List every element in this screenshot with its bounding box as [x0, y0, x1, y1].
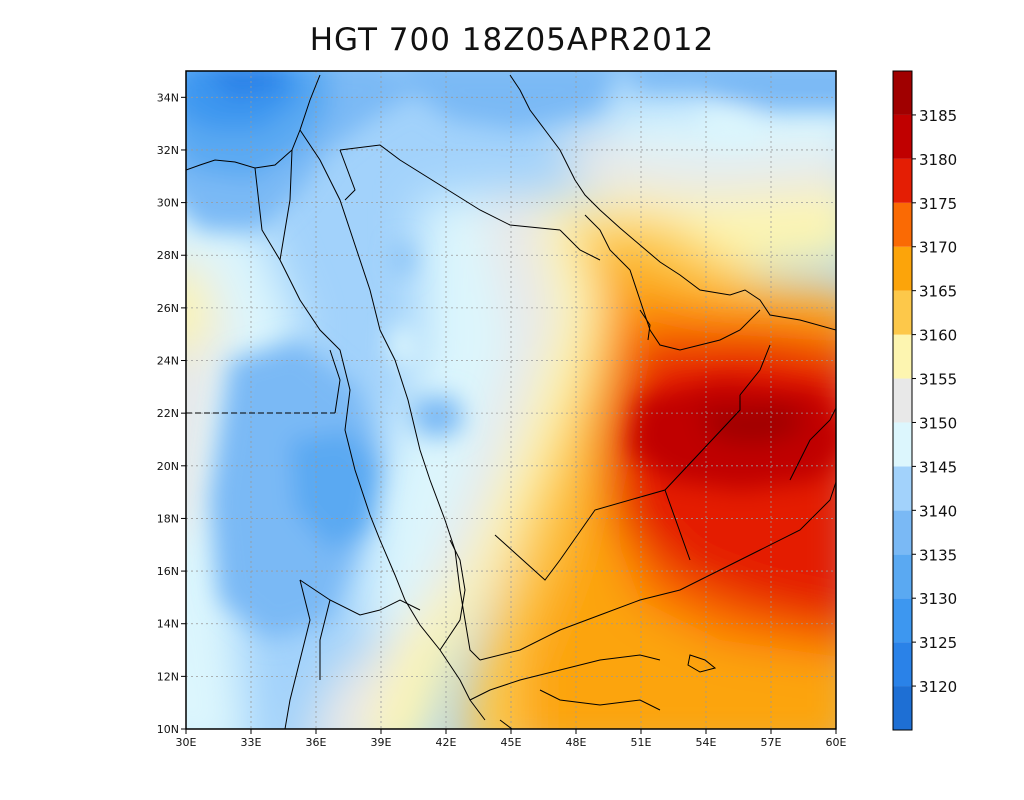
colorbar-label: 3155 — [919, 371, 957, 389]
x-tick-label: 51E — [631, 736, 652, 749]
colorbar-swatch — [893, 202, 912, 247]
colorbar-frame — [892, 70, 913, 731]
coastlines-borders — [186, 74, 836, 729]
y-tick-label: 10N — [157, 723, 179, 736]
y-tick-label: 34N — [157, 91, 179, 104]
colorbar-label: 3140 — [919, 502, 957, 520]
colorbar-swatch — [893, 466, 912, 511]
y-tick-label: 16N — [157, 565, 179, 578]
colorbar-swatch — [893, 686, 912, 730]
colorbar-label: 3180 — [919, 151, 957, 169]
colorbar-swatch — [893, 642, 912, 687]
y-tick-label: 14N — [157, 618, 179, 631]
colorbar-label: 3145 — [919, 458, 957, 476]
colorbar-swatch — [893, 158, 912, 203]
x-tick-label: 48E — [566, 736, 587, 749]
y-tick-label: 32N — [157, 144, 179, 157]
colorbar-label: 3120 — [919, 678, 957, 696]
colorbar-label: 3130 — [919, 590, 957, 608]
colorbar-swatch — [893, 598, 912, 643]
colorbar-label: 3150 — [919, 414, 957, 432]
y-tick-label: 24N — [157, 355, 179, 368]
colorbar-label: 3165 — [919, 283, 957, 301]
colorbar-label: 3185 — [919, 107, 957, 125]
x-tick-label: 39E — [371, 736, 392, 749]
colorbar-swatch — [893, 246, 912, 291]
colorbar-label: 3175 — [919, 195, 957, 213]
x-tick-label: 42E — [436, 736, 457, 749]
x-tick-label: 33E — [241, 736, 262, 749]
x-tick-label: 45E — [501, 736, 522, 749]
x-axis-ticks: 30E 33E 36E 39E 42E 45E 48E 51E 54E 57E 60E — [176, 729, 847, 749]
colorbar-label: 3160 — [919, 327, 957, 345]
y-axis-ticks: 10N 12N 14N 16N 18N 20N 22N 24N 26N 28N 30N 32N 34N — [157, 91, 186, 736]
contour-field — [186, 71, 836, 729]
colorbar-label: 3170 — [919, 239, 957, 257]
x-tick-label: 57E — [761, 736, 782, 749]
colorbar-swatch — [893, 114, 912, 159]
colorbar-swatch — [893, 71, 912, 115]
x-tick-label: 60E — [826, 736, 847, 749]
colorbar: 3120 3125 3130 3135 3140 3145 3150 3155 3160 3165… — [892, 70, 957, 731]
colorbar-swatch — [893, 334, 912, 379]
y-tick-label: 22N — [157, 407, 179, 420]
y-tick-label: 20N — [157, 460, 179, 473]
colorbar-swatch — [893, 422, 912, 467]
colorbar-swatch — [893, 378, 912, 423]
colorbar-label: 3135 — [919, 546, 957, 564]
y-tick-label: 28N — [157, 249, 179, 262]
colorbar-swatch — [893, 510, 912, 555]
gridlines — [186, 71, 836, 729]
x-tick-label: 36E — [306, 736, 327, 749]
colorbar-swatch — [893, 290, 912, 335]
map-title: HGT 700 18Z05APR2012 — [309, 22, 715, 58]
y-tick-label: 18N — [157, 512, 179, 525]
colorbar-label: 3125 — [919, 634, 957, 652]
x-tick-label: 30E — [176, 736, 197, 749]
y-tick-label: 12N — [157, 670, 179, 683]
colorbar-swatch — [893, 554, 912, 599]
y-tick-label: 30N — [157, 197, 179, 210]
y-tick-label: 26N — [157, 302, 179, 315]
x-tick-label: 54E — [696, 736, 717, 749]
